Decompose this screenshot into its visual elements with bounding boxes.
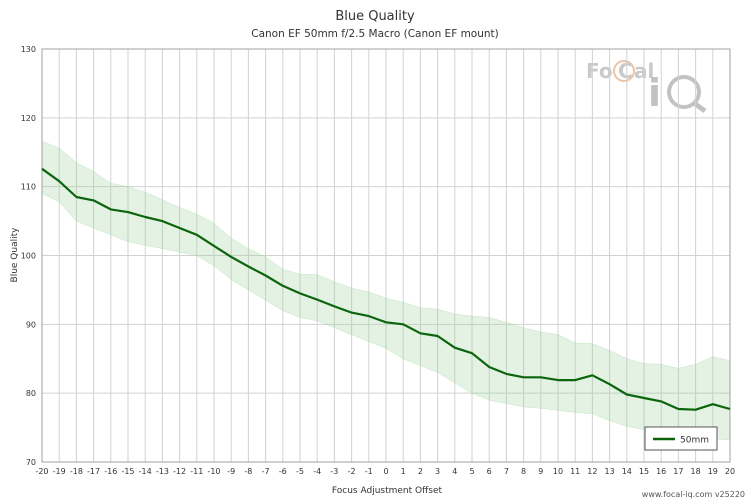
x-tick-label: -2: [348, 467, 356, 476]
x-tick-label: 10: [553, 467, 563, 476]
x-tick-label: -6: [279, 467, 287, 476]
x-tick-label: 19: [708, 467, 718, 476]
y-tick-label: 80: [26, 389, 36, 398]
x-tick-label: 3: [435, 467, 440, 476]
y-tick-label: 110: [21, 183, 36, 192]
x-tick-label: 0: [383, 467, 388, 476]
x-tick-label: -12: [173, 467, 186, 476]
x-tick-label: -16: [104, 467, 117, 476]
y-tick-label: 130: [21, 45, 36, 54]
x-axis-ticks: -20 -19 -18 -17 -16 -15 -14 -13 -12 -11 -10 -9 -8 -7-…: [35, 467, 735, 476]
x-tick-label: 11: [570, 467, 580, 476]
x-axis-label: Focus Adjustment Offset: [332, 486, 443, 496]
chart-subtitle: Canon EF 50mm f/2.5 Macro (Canon EF moun…: [251, 28, 499, 40]
svg-text:C: C: [618, 59, 633, 83]
x-tick-label: -5: [296, 467, 304, 476]
x-tick-label: -10: [207, 467, 220, 476]
x-tick-label: 20: [725, 467, 735, 476]
x-tick-label: -11: [190, 467, 203, 476]
x-tick-label: -1: [365, 467, 373, 476]
x-tick-label: 14: [622, 467, 632, 476]
x-tick-label: 2: [418, 467, 423, 476]
x-tick-label: 6: [487, 467, 492, 476]
y-tick-label: 100: [21, 252, 36, 261]
x-tick-label: -14: [139, 467, 152, 476]
x-tick-label: -17: [87, 467, 100, 476]
series-line-50mm: [41, 167, 731, 411]
y-tick-label: 70: [26, 458, 36, 467]
x-tick-label: -20: [35, 467, 48, 476]
x-tick-label: 13: [605, 467, 615, 476]
x-tick-label: 15: [639, 467, 649, 476]
x-tick-label: 12: [587, 467, 597, 476]
legend: 50mm: [644, 426, 718, 451]
x-tick-label: 5: [469, 467, 474, 476]
x-tick-label: -4: [313, 467, 321, 476]
svg-text:i: i: [648, 71, 661, 115]
y-tick-label: 90: [26, 320, 36, 329]
footer-watermark: www.focal-iq.com v25220: [642, 490, 745, 499]
x-tick-label: 9: [538, 467, 543, 476]
x-tick-label: 17: [673, 467, 683, 476]
y-tick-label: 120: [21, 114, 36, 123]
x-tick-label: -13: [156, 467, 169, 476]
x-tick-label: -15: [121, 467, 134, 476]
x-tick-label: 1: [401, 467, 406, 476]
grid: [41, 48, 731, 463]
x-tick-label: -8: [244, 467, 252, 476]
x-tick-label: 7: [504, 467, 509, 476]
plot-area-border: [41, 48, 731, 463]
y-axis-label: Blue Quality: [10, 227, 20, 283]
x-tick-label: -19: [53, 467, 66, 476]
x-tick-label: -18: [70, 467, 83, 476]
svg-text:Fo: Fo: [586, 59, 613, 83]
x-tick-label: 16: [656, 467, 666, 476]
x-tick-label: -3: [330, 467, 338, 476]
y-axis-ticks: 70 80 90 100 110 120 130: [21, 45, 36, 467]
chart-title: Blue Quality: [335, 9, 415, 24]
legend-label-50mm: 50mm: [680, 436, 709, 446]
x-tick-label: 8: [521, 467, 526, 476]
x-tick-label: 18: [691, 467, 701, 476]
x-tick-label: 4: [452, 467, 457, 476]
x-tick-label: -9: [227, 467, 235, 476]
x-tick-label: -7: [262, 467, 270, 476]
